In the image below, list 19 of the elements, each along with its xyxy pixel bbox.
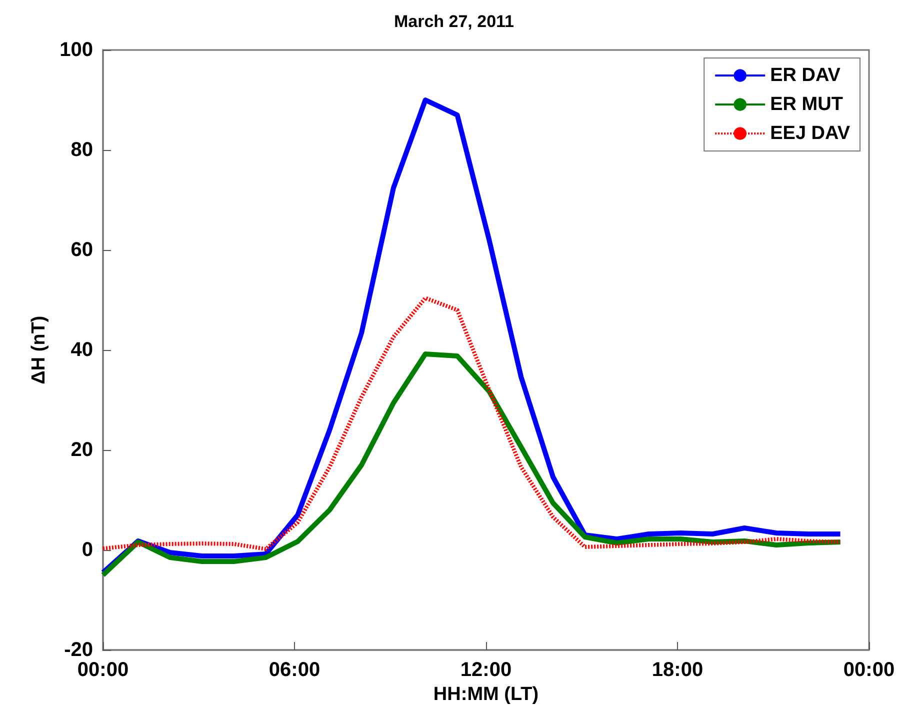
legend-label: ER MUT xyxy=(770,94,844,115)
y-axis-title: ΔH (nT) xyxy=(28,316,50,384)
x-axis-title: HH:MM (LT) xyxy=(433,684,539,705)
chart-title: March 27, 2011 xyxy=(394,12,514,31)
y-tick-label: 60 xyxy=(70,239,93,261)
x-tick-label: 00:00 xyxy=(77,659,129,681)
x-tick-label: 06:00 xyxy=(268,659,320,681)
y-tick-label: 40 xyxy=(70,339,93,361)
y-tick-label: 0 xyxy=(82,539,93,561)
legend-label: EEJ DAV xyxy=(770,123,850,144)
y-tick-label: -20 xyxy=(64,639,93,661)
x-tick-label: 12:00 xyxy=(460,659,512,681)
y-tick-label: 80 xyxy=(70,139,93,161)
y-tick-label: 100 xyxy=(60,39,93,61)
x-tick-label: 18:00 xyxy=(652,659,704,681)
y-tick-label: 20 xyxy=(70,439,93,461)
line-series xyxy=(101,296,842,551)
x-tick-label: 00:00 xyxy=(843,659,895,681)
legend-label: ER DAV xyxy=(770,65,841,86)
